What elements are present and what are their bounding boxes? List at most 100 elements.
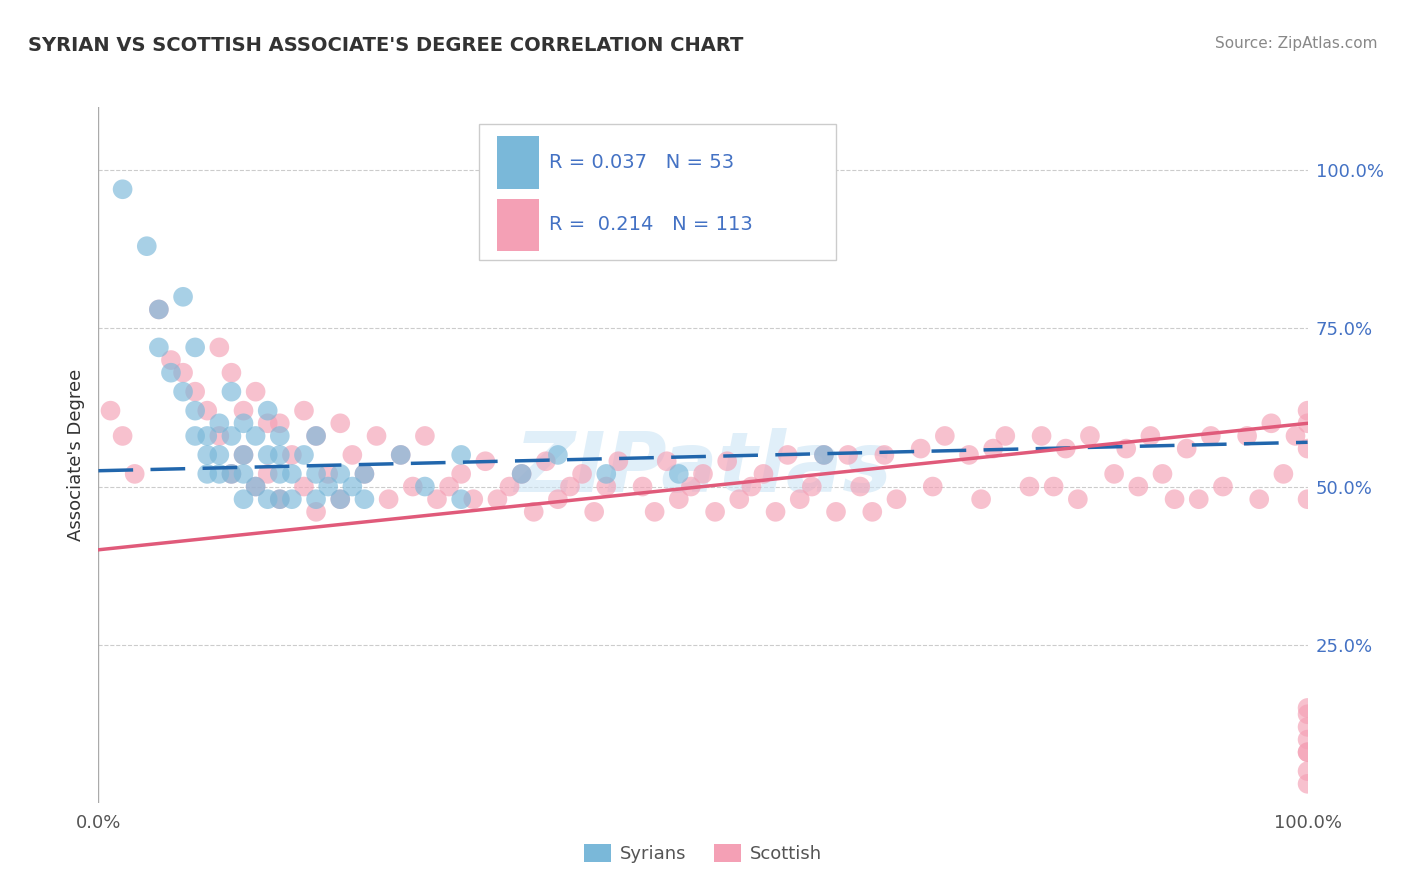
Point: [353, 467, 375, 481]
Point: [208, 448, 231, 462]
Point: [208, 340, 231, 354]
FancyBboxPatch shape: [498, 199, 538, 251]
Point: [1163, 492, 1185, 507]
Point: [704, 505, 727, 519]
Point: [752, 467, 775, 481]
Point: [728, 492, 751, 507]
Point: [353, 492, 375, 507]
Point: [256, 467, 278, 481]
Y-axis label: Associate's Degree: Associate's Degree: [66, 368, 84, 541]
Legend: Syrians, Scottish: Syrians, Scottish: [576, 837, 830, 871]
Point: [172, 290, 194, 304]
FancyBboxPatch shape: [479, 124, 837, 260]
Point: [366, 429, 388, 443]
Point: [776, 448, 799, 462]
Point: [1188, 492, 1211, 507]
Point: [292, 403, 315, 417]
Point: [934, 429, 956, 443]
Point: [269, 448, 291, 462]
Point: [221, 467, 243, 481]
Point: [329, 492, 352, 507]
Point: [195, 403, 218, 417]
Point: [100, 403, 122, 417]
Point: [221, 429, 243, 443]
Point: [1199, 429, 1222, 443]
Point: [256, 492, 278, 507]
Point: [1115, 442, 1137, 456]
Point: [377, 492, 399, 507]
Point: [256, 448, 278, 462]
Point: [292, 479, 315, 493]
Point: [413, 479, 436, 493]
Point: [1031, 429, 1053, 443]
Text: R =  0.214   N = 113: R = 0.214 N = 113: [550, 215, 754, 235]
Point: [921, 479, 943, 493]
Point: [692, 467, 714, 481]
Point: [655, 454, 678, 468]
Point: [305, 505, 328, 519]
Point: [668, 467, 690, 481]
Point: [329, 492, 352, 507]
Point: [148, 340, 170, 354]
Point: [172, 384, 194, 399]
Point: [1296, 403, 1319, 417]
Point: [184, 429, 207, 443]
Point: [498, 479, 520, 493]
Point: [402, 479, 425, 493]
Point: [607, 454, 630, 468]
Point: [256, 417, 278, 431]
Point: [1054, 442, 1077, 456]
Point: [269, 467, 291, 481]
Point: [208, 417, 231, 431]
Point: [281, 448, 304, 462]
Point: [305, 429, 328, 443]
Point: [886, 492, 908, 507]
Point: [1260, 417, 1282, 431]
Point: [281, 467, 304, 481]
Point: [329, 417, 352, 431]
Point: [994, 429, 1017, 443]
Point: [1296, 417, 1319, 431]
Point: [1102, 467, 1125, 481]
Point: [148, 302, 170, 317]
Point: [195, 429, 218, 443]
Point: [1018, 479, 1040, 493]
Point: [981, 442, 1004, 456]
Point: [269, 492, 291, 507]
Point: [316, 467, 339, 481]
Point: [510, 467, 533, 481]
Point: [450, 492, 472, 507]
Point: [232, 448, 254, 462]
Point: [571, 467, 593, 481]
Point: [195, 448, 218, 462]
Point: [329, 467, 352, 481]
Point: [269, 417, 291, 431]
Point: [245, 429, 267, 443]
Point: [595, 467, 617, 481]
Point: [679, 479, 702, 493]
Point: [523, 505, 546, 519]
FancyBboxPatch shape: [498, 136, 538, 188]
Point: [583, 505, 606, 519]
Point: [765, 505, 787, 519]
Point: [160, 366, 183, 380]
Point: [305, 492, 328, 507]
Point: [195, 467, 218, 481]
Point: [148, 302, 170, 317]
Point: [292, 448, 315, 462]
Point: [305, 467, 328, 481]
Point: [644, 505, 666, 519]
Point: [1272, 467, 1295, 481]
Point: [316, 479, 339, 493]
Point: [184, 384, 207, 399]
Point: [450, 448, 472, 462]
Point: [910, 442, 932, 456]
Point: [450, 467, 472, 481]
Point: [426, 492, 449, 507]
Point: [1296, 707, 1319, 722]
Point: [245, 384, 267, 399]
Point: [124, 467, 146, 481]
Point: [184, 340, 207, 354]
Point: [534, 454, 557, 468]
Point: [305, 429, 328, 443]
